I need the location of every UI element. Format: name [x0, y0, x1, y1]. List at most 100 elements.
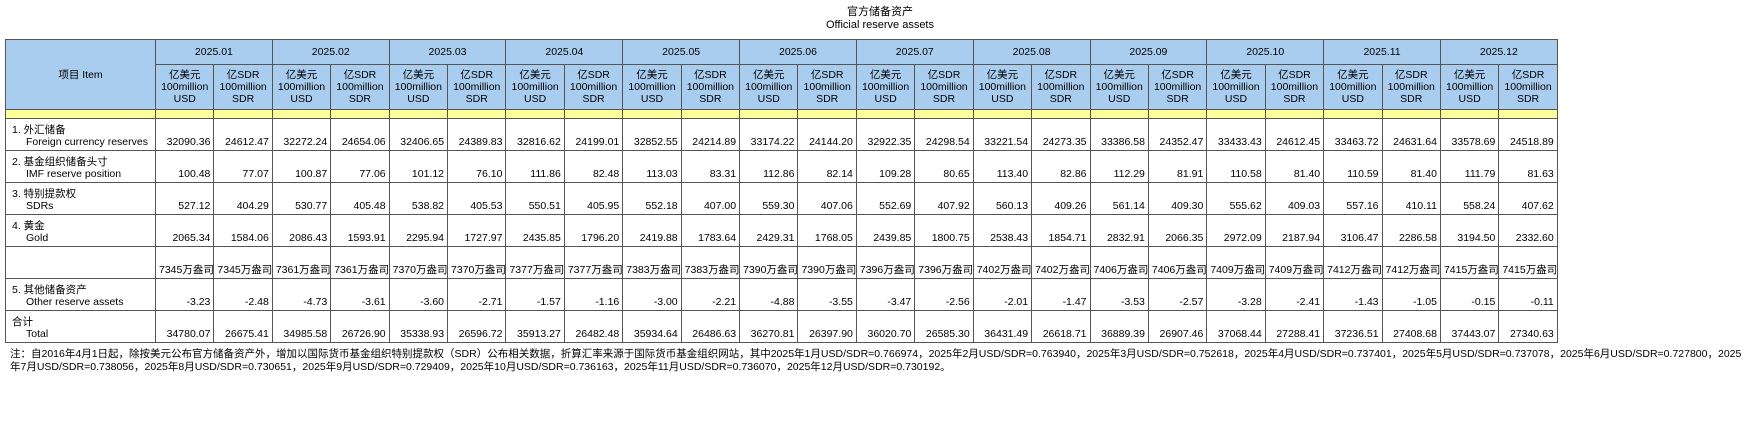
unit-line: 亿美元 [168, 69, 201, 81]
spacer-cell [271, 109, 332, 119]
unit-line: USD [1341, 93, 1364, 105]
value-cell: -3.47 [855, 278, 916, 311]
unit-line: USD [1108, 93, 1131, 105]
unit-line: 100million [1387, 81, 1435, 93]
item-header: 项目 Item [5, 39, 156, 110]
value-cell: 527.12 [154, 182, 215, 215]
value-cell: 81.91 [1147, 150, 1208, 183]
value-cell: 26618.71 [1031, 310, 1091, 343]
spacer-cell [680, 109, 741, 119]
value-cell: 7396万盎司 [914, 246, 974, 279]
spacer-cell [1498, 109, 1558, 119]
value-cell: 113.40 [972, 150, 1033, 183]
value-cell: 561.14 [1089, 182, 1149, 215]
value-cell: 7377万盎司 [505, 246, 565, 279]
row-label: 2. 基金组织储备头寸 IMF reserve position [5, 150, 156, 183]
value-cell: -3.55 [797, 278, 857, 311]
unit-header: 亿美元 100million USD [1439, 64, 1500, 110]
spacer-cell [388, 109, 449, 119]
unit-line: USD [1458, 93, 1481, 105]
unit-line: 亿美元 [285, 69, 318, 81]
period-header: 2025.08 [972, 39, 1091, 65]
unit-line: 100million [1504, 81, 1552, 93]
unit-header: 亿SDR 100million SDR [330, 64, 390, 110]
value-cell: -1.47 [1031, 278, 1091, 311]
spacer-cell [1264, 109, 1325, 119]
unit-line: 100million [1446, 81, 1494, 93]
value-cell: 35338.93 [388, 310, 449, 343]
value-cell: 407.06 [797, 182, 857, 215]
value-cell: 2429.31 [739, 214, 799, 247]
unit-line: 100million [745, 81, 793, 93]
value-cell: 113.03 [622, 150, 682, 183]
period-header: 2025.06 [739, 39, 857, 65]
label-en: Total [26, 328, 49, 340]
period-header: 2025.10 [1206, 39, 1325, 65]
unit-line: SDR [816, 93, 839, 105]
data-row: 4. 黄金 Gold 2065.34 1584.06 2086.43 1593.91 229… [5, 214, 1558, 247]
value-cell: 7406万盎司 [1089, 246, 1149, 279]
value-cell: 33463.72 [1323, 118, 1383, 151]
header-row: 项目 Item 2025.01 2025.02 2025.03 2025.04 2025.… [5, 39, 1558, 110]
value-cell: 33433.43 [1206, 118, 1266, 151]
label-zh: 合计 [12, 316, 33, 328]
value-cell: -3.61 [330, 278, 390, 311]
value-cell: 552.69 [855, 182, 916, 215]
value-cell: 2066.35 [1147, 214, 1208, 247]
value-cell: 7383万盎司 [622, 246, 682, 279]
value-cell: 24631.64 [1381, 118, 1441, 151]
value-cell: 1727.97 [447, 214, 507, 247]
spacer-cell [914, 109, 974, 119]
unit-header: 亿SDR 100million SDR [563, 64, 624, 110]
value-cell: 409.03 [1264, 182, 1325, 215]
unit-line: 100million [277, 81, 326, 93]
value-cell: 2538.43 [972, 214, 1033, 247]
unit-line: 100million [394, 81, 442, 93]
period-header: 2025.09 [1089, 39, 1208, 65]
value-cell: 7345万盎司 [154, 246, 215, 279]
value-cell: 32272.24 [271, 118, 332, 151]
unit-line: 亿美元 [753, 69, 785, 81]
value-cell: 109.28 [855, 150, 916, 183]
value-cell: -3.28 [1206, 278, 1266, 311]
value-cell: 26675.41 [213, 310, 273, 343]
spacer-cell [1381, 109, 1441, 119]
unit-header: 亿美元 100million USD [154, 64, 215, 110]
unit-line: 100million [453, 81, 501, 93]
value-cell: 35934.64 [622, 310, 682, 343]
spacer-cell [1031, 109, 1091, 119]
unit-line: SDR [932, 93, 956, 105]
label-en: Foreign currency reserves [26, 136, 148, 148]
value-cell: 7402万盎司 [972, 246, 1033, 279]
value-cell: 26397.90 [797, 310, 857, 343]
value-cell: -3.00 [622, 278, 682, 311]
value-cell: 36020.70 [855, 310, 916, 343]
unit-line: USD [757, 93, 780, 105]
data-row: 7345万盎司 7345万盎司 7361万盎司 7361万盎司 7370万盎司 7370万… [5, 246, 1558, 279]
row-label [5, 246, 156, 279]
spacer-cell [739, 109, 799, 119]
unit-line: 亿SDR [694, 69, 727, 81]
period-header: 2025.03 [388, 39, 507, 65]
spacer-cell [855, 109, 916, 119]
value-cell: 530.77 [271, 182, 332, 215]
unit-header: 亿美元 100million USD [1323, 64, 1383, 110]
unit-line: 100million [511, 81, 559, 93]
data-row: 1. 外汇储备 Foreign currency reserves 32090.36… [5, 118, 1558, 151]
unit-line: USD [290, 93, 313, 105]
value-cell: 100.48 [154, 150, 215, 183]
value-cell: 2332.60 [1498, 214, 1558, 247]
unit-header: 亿SDR 100million SDR [1147, 64, 1208, 110]
row-label: 3. 特别提款权 SDRs [5, 182, 156, 215]
value-cell: 7396万盎司 [855, 246, 916, 279]
value-cell: -1.05 [1381, 278, 1441, 311]
unit-line: 100million [803, 81, 851, 93]
value-cell: 409.30 [1147, 182, 1208, 215]
spacer-cell [330, 109, 390, 119]
period-header: 2025.02 [271, 39, 390, 65]
value-cell: 2065.34 [154, 214, 215, 247]
unit-line: 亿SDR [226, 69, 260, 81]
value-cell: 7415万盎司 [1439, 246, 1500, 279]
unit-line: 亿SDR [1044, 69, 1078, 81]
value-cell: 101.12 [388, 150, 449, 183]
